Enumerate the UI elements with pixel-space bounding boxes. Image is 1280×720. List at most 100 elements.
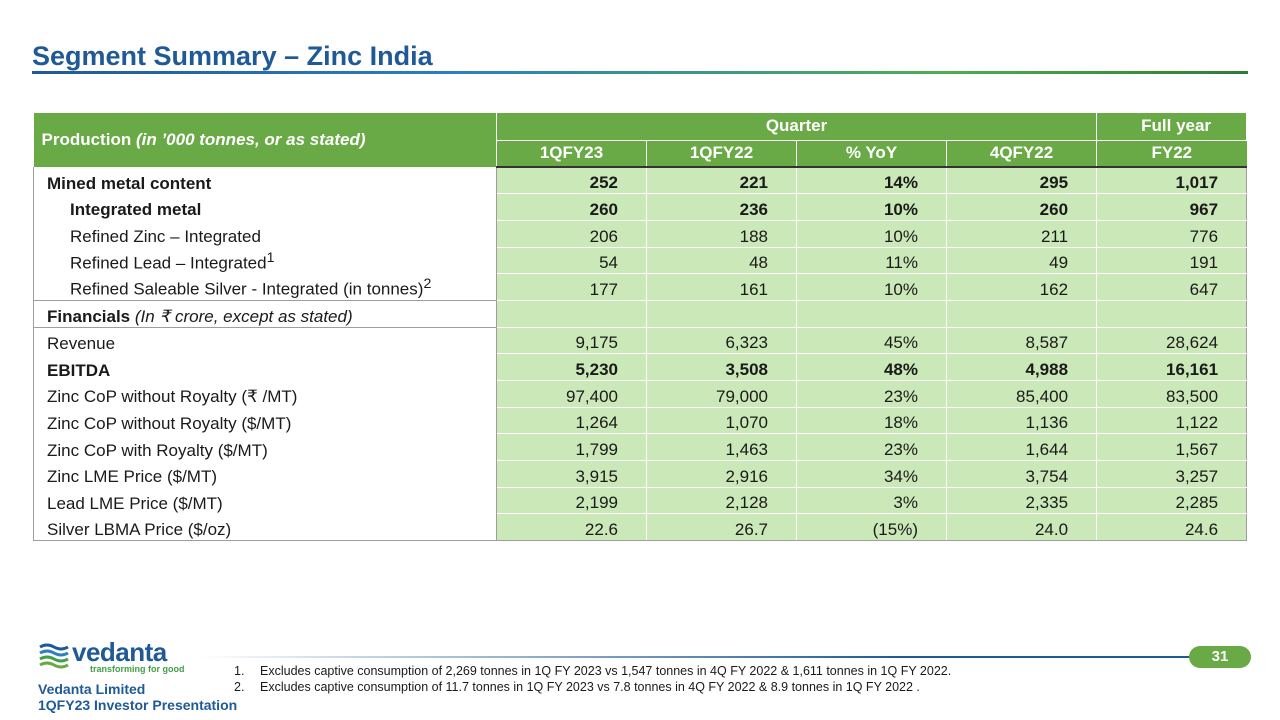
cell-value: 1,463 [646, 433, 797, 462]
wave-mark-icon [39, 643, 69, 669]
table-row: Zinc CoP without Royalty ($/MT) 1,264 1,… [33, 407, 1248, 435]
column-header: FY22 [1096, 140, 1247, 168]
cell-value: 2,128 [646, 487, 797, 515]
cell-value: 28,624 [1096, 326, 1248, 355]
empty-cell [496, 299, 647, 328]
column-header: 1QFY23 [496, 140, 647, 168]
footnote-ref: 1 [266, 250, 275, 267]
footnote-text: Excludes captive consumption of 11.7 ton… [260, 680, 920, 694]
row-label: Refined Lead – Integrated1 [33, 247, 497, 274]
cell-value: 162 [946, 273, 1098, 301]
row-label: Zinc CoP without Royalty ($/MT) [33, 407, 497, 434]
cell-value: 6,323 [646, 326, 797, 355]
cell-value: 295 [946, 167, 1098, 195]
cell-value: 22.6 [496, 513, 647, 542]
cell-value: 24.0 [946, 513, 1098, 542]
row-label: Integrated metal [33, 193, 497, 221]
footnotes: 1. Excludes captive consumption of 2,269 … [234, 663, 951, 695]
cell-value: 776 [1096, 220, 1248, 248]
footer-divider [200, 656, 1200, 658]
row-label: Zinc CoP without Royalty (₹ /MT) [33, 380, 497, 408]
cell-value: 1,070 [646, 407, 797, 435]
cell-value: 48 [646, 247, 797, 275]
vedanta-logo: vedanta transforming for good [38, 637, 198, 676]
row-label: Refined Zinc – Integrated [33, 220, 497, 248]
cell-value: 14% [796, 167, 947, 195]
footnote: 1. Excludes captive consumption of 2,269 … [234, 663, 951, 679]
row-label-text: Refined Saleable Silver - Integrated (in… [70, 279, 424, 299]
cell-value: 1,644 [946, 433, 1098, 462]
cell-value: 3,257 [1096, 460, 1248, 488]
full-year-group-header: Full year [1096, 113, 1248, 141]
footnote-number: 1. [234, 664, 245, 678]
production-header: Production (in ’000 tonnes, or as stated… [33, 113, 497, 167]
section-label: Financials (In ₹ crore, except as stated… [33, 299, 497, 328]
empty-cell [946, 299, 1098, 328]
table-row: Zinc LME Price ($/MT) 3,915 2,916 34% 3,… [33, 460, 1248, 488]
cell-value: (15%) [796, 513, 947, 542]
cell-value: 45% [796, 326, 947, 355]
production-header-label: Production [41, 130, 132, 149]
table-row: Zinc CoP with Royalty ($/MT) 1,799 1,463… [33, 433, 1248, 462]
page-title: Segment Summary – Zinc India [32, 41, 433, 71]
cell-value: 23% [796, 380, 947, 408]
cell-value: 11% [796, 247, 947, 275]
production-header-unit: (in ’000 tonnes, or as stated) [135, 130, 366, 149]
presentation-name: 1QFY23 Investor Presentation [38, 697, 238, 713]
table-row: Refined Lead – Integrated1 54 48 11% 49 … [33, 247, 1248, 275]
cell-value: 23% [796, 433, 947, 462]
cell-value: 221 [646, 167, 797, 195]
cell-value: 161 [646, 273, 797, 301]
cell-value: 3% [796, 487, 947, 515]
cell-value: 2,916 [646, 460, 797, 488]
logo-tagline: transforming for good [90, 664, 185, 674]
cell-value: 1,017 [1096, 167, 1248, 195]
cell-value: 967 [1096, 193, 1248, 221]
cell-value: 8,587 [946, 326, 1098, 355]
row-label: Refined Saleable Silver - Integrated (in… [33, 273, 497, 301]
title-divider [32, 71, 1248, 74]
row-label: Zinc CoP with Royalty ($/MT) [33, 433, 497, 461]
logo-wordmark: vedanta [72, 637, 167, 667]
row-label: Lead LME Price ($/MT) [33, 487, 497, 514]
table-row: EBITDA 5,230 3,508 48% 4,988 16,161 [33, 353, 1248, 381]
empty-cell [796, 299, 947, 328]
footnote-text: Excludes captive consumption of 2,269 to… [260, 664, 952, 678]
cell-value: 206 [496, 220, 647, 248]
row-label: Mined metal content [33, 167, 497, 194]
footnote-ref: 2 [423, 276, 432, 293]
cell-value: 5,230 [496, 353, 647, 381]
cell-value: 54 [496, 247, 647, 275]
page-number-badge: 31 [1189, 646, 1251, 668]
table-row: Lead LME Price ($/MT) 2,199 2,128 3% 2,3… [33, 487, 1248, 515]
cell-value: 1,567 [1096, 433, 1248, 462]
cell-value: 85,400 [946, 380, 1098, 408]
company-block: Vedanta Limited 1QFY23 Investor Presenta… [38, 681, 237, 713]
section-label-suffix: (In ₹ crore, except as stated) [134, 306, 353, 326]
cell-value: 3,508 [646, 353, 797, 381]
table-row: Silver LBMA Price ($/oz) 22.6 26.7 (15%)… [33, 513, 1248, 542]
cell-value: 4,988 [946, 353, 1098, 381]
column-header: 4QFY22 [946, 140, 1098, 168]
cell-value: 10% [796, 193, 947, 221]
cell-value: 34% [796, 460, 947, 488]
cell-value: 211 [946, 220, 1098, 248]
cell-value: 1,136 [946, 407, 1098, 435]
cell-value: 49 [946, 247, 1098, 275]
cell-value: 252 [496, 167, 647, 195]
table-row: Refined Saleable Silver - Integrated (in… [33, 273, 1248, 301]
cell-value: 97,400 [496, 380, 647, 408]
cell-value: 1,799 [496, 433, 647, 462]
cell-value: 18% [796, 407, 947, 435]
row-label: Silver LBMA Price ($/oz) [33, 513, 497, 542]
row-label-text: Refined Lead – Integrated [70, 253, 267, 273]
column-header: 1QFY22 [646, 140, 797, 168]
cell-value: 2,285 [1096, 487, 1248, 515]
cell-value: 79,000 [646, 380, 797, 408]
column-header: % YoY [796, 140, 947, 168]
section-label-text: Financials [47, 306, 131, 326]
cell-value: 2,335 [946, 487, 1098, 515]
cell-value: 3,754 [946, 460, 1098, 488]
company-name: Vedanta Limited [38, 681, 146, 697]
cell-value: 24.6 [1096, 513, 1248, 542]
